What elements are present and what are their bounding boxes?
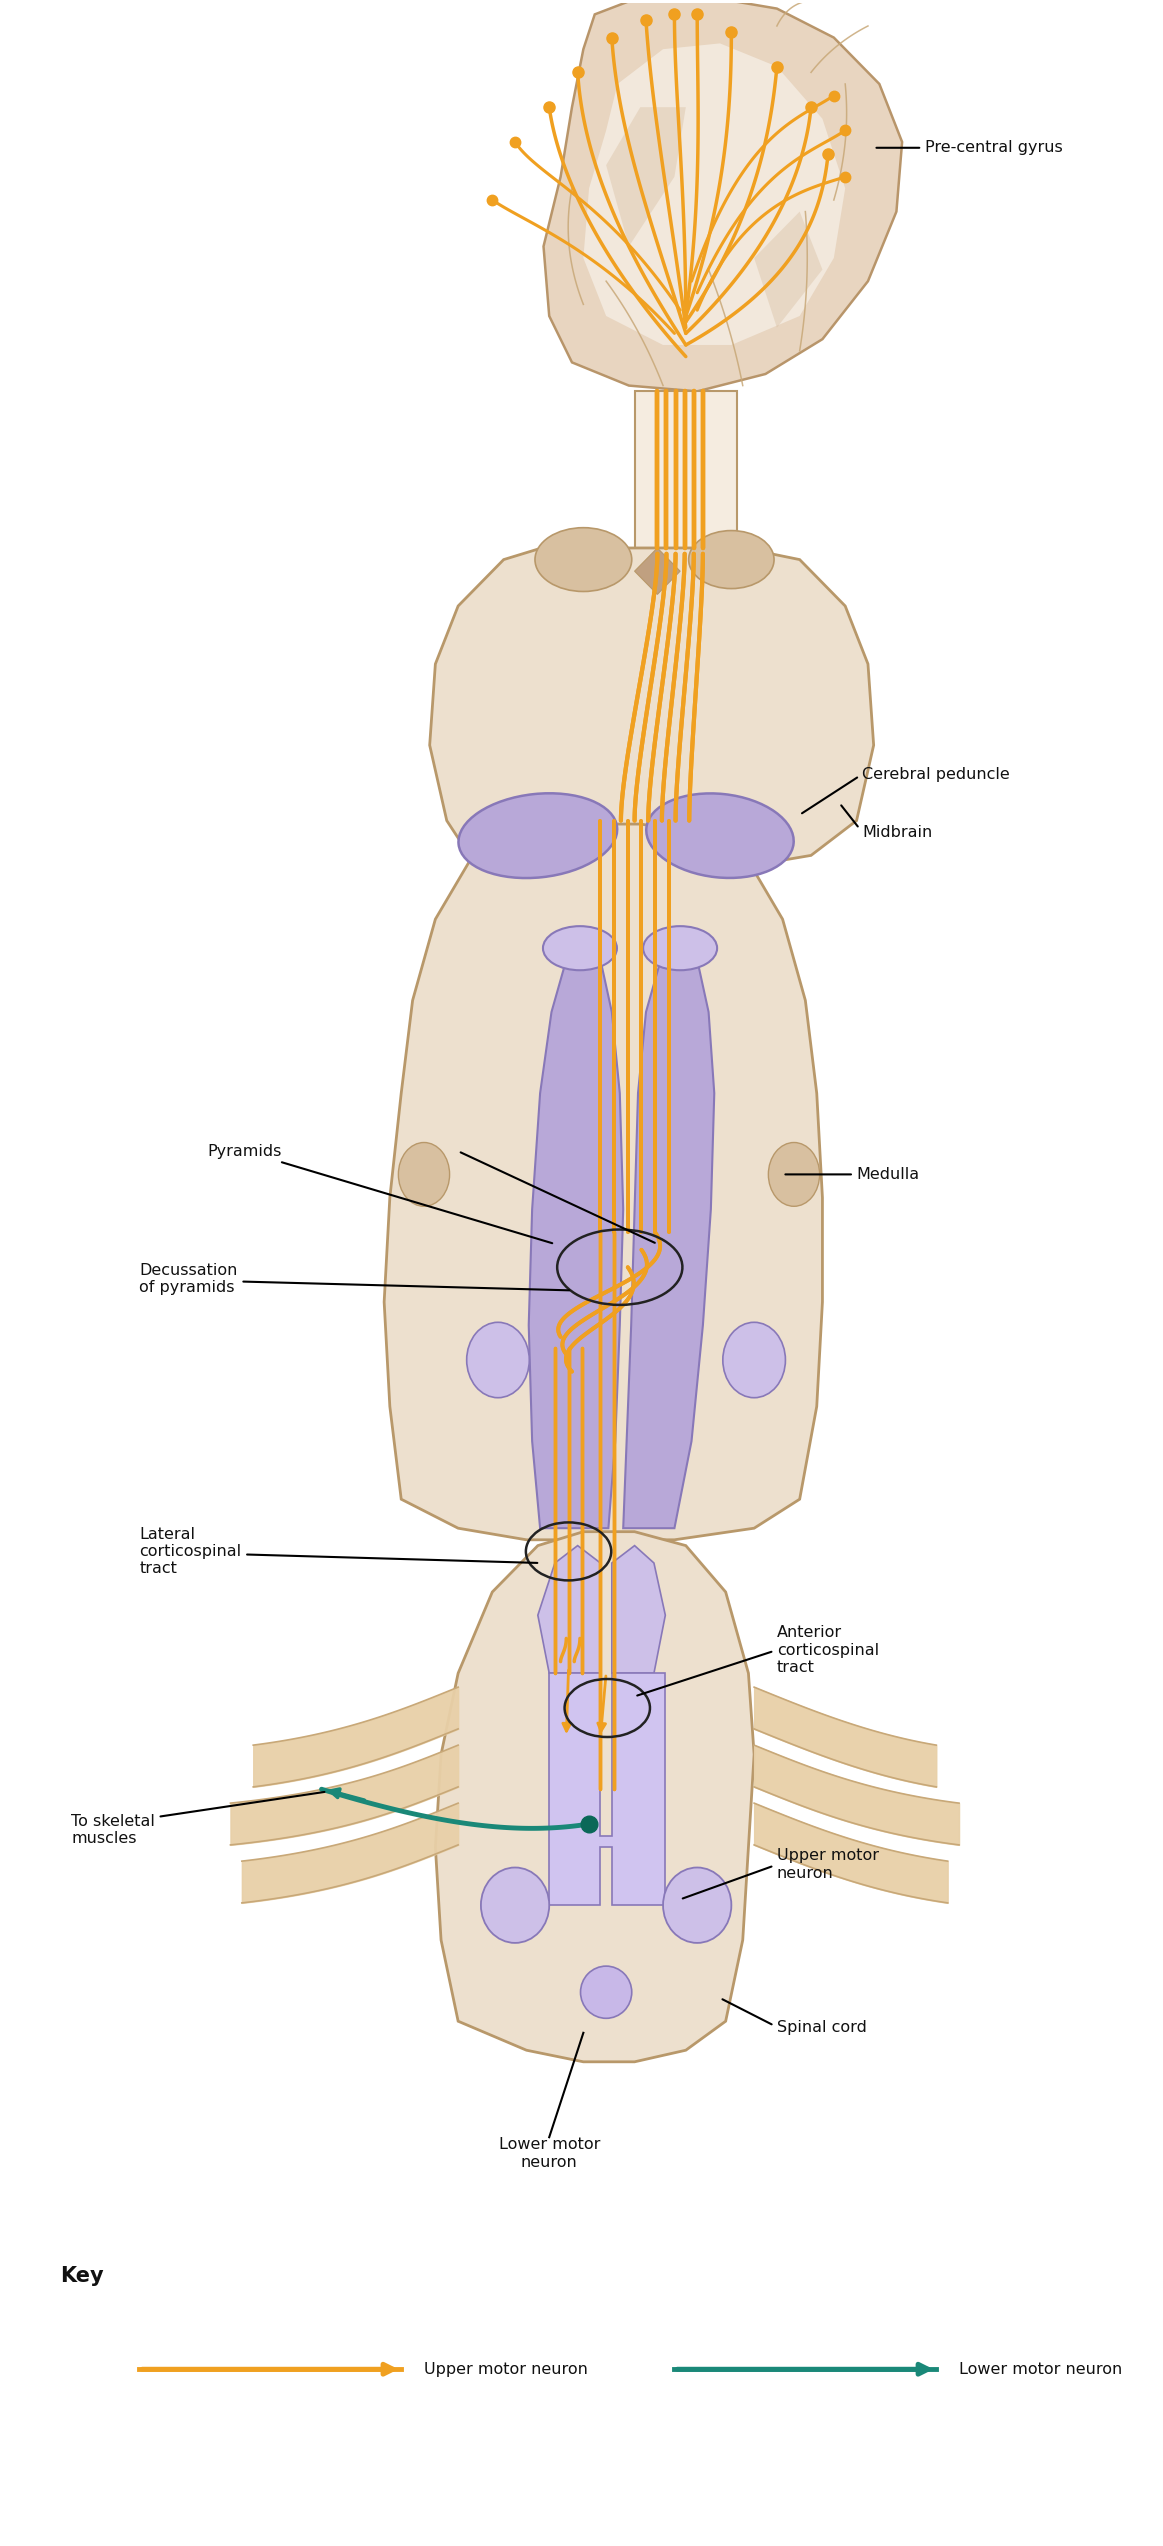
Polygon shape — [635, 392, 737, 547]
Polygon shape — [612, 1545, 665, 1673]
Ellipse shape — [647, 794, 793, 878]
Text: Medulla: Medulla — [785, 1166, 920, 1181]
Text: Upper motor neuron: Upper motor neuron — [424, 2363, 587, 2378]
Text: Midbrain: Midbrain — [841, 805, 933, 840]
Ellipse shape — [543, 927, 616, 970]
Ellipse shape — [580, 1966, 632, 2019]
Text: Key: Key — [59, 2266, 104, 2286]
Ellipse shape — [663, 1869, 732, 1943]
Ellipse shape — [481, 1869, 549, 1943]
Ellipse shape — [688, 530, 775, 588]
Polygon shape — [435, 1533, 754, 2062]
Polygon shape — [543, 0, 902, 392]
Ellipse shape — [535, 527, 632, 591]
Text: Lateral
corticospinal
tract: Lateral corticospinal tract — [140, 1528, 537, 1576]
Ellipse shape — [643, 927, 718, 970]
Text: Upper motor
neuron: Upper motor neuron — [683, 1848, 879, 1899]
Polygon shape — [584, 43, 846, 346]
Ellipse shape — [470, 802, 572, 873]
Polygon shape — [429, 542, 873, 871]
Text: Lower motor neuron: Lower motor neuron — [959, 2363, 1122, 2378]
Ellipse shape — [666, 807, 763, 871]
Polygon shape — [529, 945, 623, 1528]
Polygon shape — [754, 211, 822, 328]
Polygon shape — [384, 825, 822, 1540]
Polygon shape — [623, 945, 714, 1528]
Ellipse shape — [769, 1143, 820, 1207]
Ellipse shape — [458, 794, 618, 878]
Ellipse shape — [466, 1321, 529, 1398]
Text: To skeletal
muscles: To skeletal muscles — [71, 1792, 324, 1846]
Ellipse shape — [399, 1143, 450, 1207]
Ellipse shape — [723, 1321, 785, 1398]
Text: Lower motor
neuron: Lower motor neuron — [499, 2136, 600, 2169]
Text: Anterior
corticospinal
tract: Anterior corticospinal tract — [637, 1624, 879, 1696]
Polygon shape — [606, 107, 686, 247]
Text: Pre-central gyrus: Pre-central gyrus — [877, 140, 1063, 155]
Text: Cerebral peduncle: Cerebral peduncle — [802, 766, 1009, 812]
Polygon shape — [635, 547, 680, 593]
Text: Pyramids: Pyramids — [208, 1143, 552, 1242]
Text: Spinal cord: Spinal cord — [722, 1999, 866, 2034]
Polygon shape — [537, 1545, 600, 1673]
Text: Decussation
of pyramids: Decussation of pyramids — [140, 1263, 569, 1296]
Polygon shape — [549, 1673, 665, 1904]
